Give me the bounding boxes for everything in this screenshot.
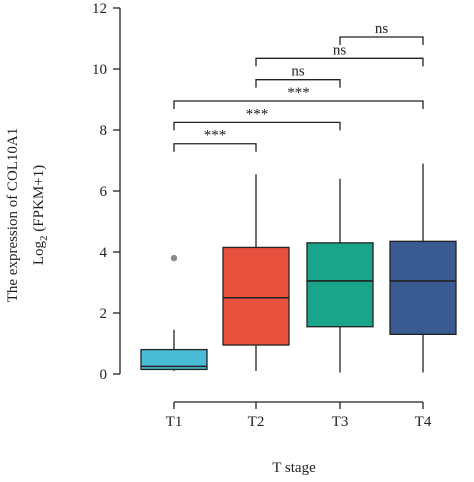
x-tick-label: T4 <box>415 414 432 430</box>
box-t1 <box>140 254 208 371</box>
y-axis: 0 2 4 6 8 10 12 <box>92 1 121 383</box>
outlier-point <box>170 254 178 262</box>
bracket-line <box>339 36 424 45</box>
x-axis: T1 T2 T3 T4 <box>166 401 432 430</box>
significance-bracket: *** <box>173 85 424 110</box>
significance-layer: *** *** *** ns ns ns <box>173 21 424 152</box>
significance-label: *** <box>246 106 269 122</box>
significance-label: ns <box>333 42 347 58</box>
box-iqr <box>222 246 290 346</box>
x-tick-label: T2 <box>248 414 265 430</box>
significance-bracket: ns <box>255 42 424 67</box>
x-tick-label: T3 <box>332 414 349 430</box>
box-iqr <box>389 240 457 335</box>
y-tick-label: 8 <box>100 123 108 139</box>
x-axis-label: T stage <box>272 460 316 476</box>
bracket-line <box>173 121 341 131</box>
y-tick-label: 12 <box>92 1 107 17</box>
y-axis-label-log: Log <box>31 240 47 265</box>
y-axis-label-group-2: Log2 (FPKM+1) <box>31 165 50 265</box>
y-tick-label: 6 <box>100 184 108 200</box>
significance-bracket: *** <box>173 128 257 152</box>
box-iqr <box>140 348 208 371</box>
box-t2 <box>222 174 290 371</box>
y-axis-label-group: The expression of COL10A1 <box>5 128 21 303</box>
significance-label: ns <box>375 21 389 37</box>
significance-bracket: *** <box>173 106 341 131</box>
box-t3 <box>306 178 374 373</box>
y-axis-label-unit: (FPKM+1) <box>31 165 47 236</box>
y-tick-label: 4 <box>100 245 108 261</box>
y-tick-label: 0 <box>100 367 108 383</box>
bracket-line <box>173 143 257 152</box>
significance-bracket: ns <box>255 64 341 88</box>
x-tick-label: T1 <box>166 414 183 430</box>
significance-bracket: ns <box>339 21 424 45</box>
y-axis-label-line2: Log2 (FPKM+1) <box>31 165 50 265</box>
y-axis-label-line1: The expression of COL10A1 <box>5 128 21 303</box>
bracket-line <box>255 57 424 67</box>
bracket-line <box>255 79 341 88</box>
y-axis-label-subscript: 2 <box>38 235 50 241</box>
significance-label: *** <box>287 85 310 101</box>
box-t4 <box>389 163 457 373</box>
y-tick-label: 10 <box>92 62 107 78</box>
boxes-layer <box>140 163 457 373</box>
y-tick-label: 2 <box>100 306 108 322</box>
bracket-line <box>173 100 424 110</box>
box-iqr <box>306 242 374 328</box>
significance-label: ns <box>291 64 305 80</box>
significance-label: *** <box>204 128 227 144</box>
